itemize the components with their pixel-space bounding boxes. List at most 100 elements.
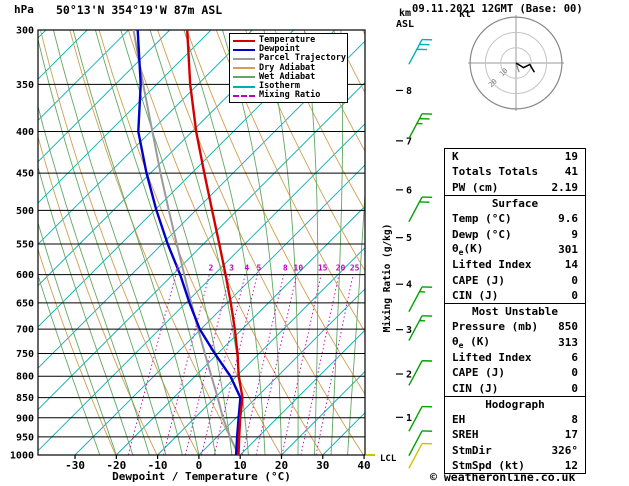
wind-barb [408,360,433,386]
station-title: 50°13'N 354°19'W 87m ASL [56,3,223,17]
stat-label: CAPE (J) [452,273,505,287]
legend-item: Mixing Ratio [233,91,344,100]
stat-row: EH 8 [445,412,585,427]
km-tick-label: 3 [406,325,412,336]
pressure-tick-label: 600 [16,270,34,281]
stat-row: θe (K) 313 [445,335,585,350]
stat-value: 9.6 [558,212,578,226]
mixing-ratio-value: 1 [175,264,180,273]
temp-tick-label: 30 [316,459,329,472]
km-tick-label: 4 [406,280,412,291]
stat-label: CIN (J) [452,381,499,395]
stat-row: Lifted Index 14 [445,257,585,272]
pressure-tick-label: 400 [16,127,34,138]
wind-barb [408,315,433,341]
wind-barb [408,405,433,432]
mixing-ratio-value: 8 [283,264,288,273]
stat-label: Totals Totals [452,165,539,179]
temp-tick-label: -10 [148,459,168,472]
km-tick-label: 6 [406,185,412,196]
stat-row: θe(K) 301 [445,242,585,257]
pressure-tick-label: 1000 [10,451,34,462]
mixing-ratio-value: 25 [350,264,360,273]
stat-row: Dewp (°C) 9 [445,226,585,241]
mixing-ratio-value: 15 [318,264,328,273]
temp-tick-label: 40 [357,459,370,472]
pressure-tick-label: 750 [16,349,34,360]
stat-row: Totals Totals 41 [445,164,585,179]
mixing-ratio-labels: 1 2 3 4 5 8 10 15 20 25 [175,264,360,273]
stat-row: K 19 [445,149,585,164]
datetime-title: 09.11.2021 12GMT (Base: 00) [412,3,583,15]
stat-label: Lifted Index [452,258,532,272]
km-tick-label: 5 [406,233,412,244]
stat-value: 2.19 [551,180,579,194]
stat-value: 19 [564,150,578,164]
legend-item: Dry Adiabat [233,63,344,73]
stat-row: CAPE (J) 0 [445,365,585,380]
stat-value: 14 [564,258,578,272]
legend-color-swatch [233,94,255,97]
stat-value: 9 [571,227,578,241]
legend: Temperature Dewpoint Parcel Trajectory Dry … [229,33,348,104]
legend-color-swatch [233,85,255,88]
parcel-trajectory-curve [132,30,240,455]
stat-row: CAPE (J) 0 [445,272,585,287]
pressure-tick-label: 950 [16,432,34,443]
stat-label: Pressure (mb) [452,320,539,334]
stat-value: 850 [558,320,578,334]
legend-item: Parcel Trajectory [233,53,346,64]
stat-label: StmDir [452,443,492,457]
legend-color-swatch [233,57,255,60]
x-axis-title: Dewpoint / Temperature (°C) [112,470,291,483]
stat-row: CIN (J) 0 [445,288,585,303]
pressure-tick-label: 500 [16,206,34,217]
stat-value: 8 [571,413,578,427]
stat-value: 0 [571,273,578,287]
mixing-ratio-value: 10 [294,264,304,273]
legend-label: Temperature [259,35,316,46]
stat-section-header: Hodograph [445,395,585,412]
wind-barbs [408,38,433,469]
temp-tick-label: 0 [196,459,203,472]
stat-row: StmDir 326° [445,443,585,458]
stat-label: EH [452,413,466,427]
stat-value: 0 [571,288,578,302]
legend-label: Wet Adiabat [259,71,316,82]
legend-color-swatch [233,48,255,51]
legend-item: Wet Adiabat [233,71,344,82]
wind-barb [408,38,433,65]
stat-label: θe (K) [452,334,490,350]
legend-color-swatch [233,67,255,70]
stat-section-header: Most Unstable [445,302,585,319]
stat-section-header: Surface [445,194,585,211]
stat-row: SREH 17 [445,427,585,442]
mixing-ratio-value: 2 [208,264,213,273]
stat-value: 12 [564,459,578,473]
temperature-curve [185,30,244,455]
pressure-tick-label: 650 [16,298,34,309]
wind-barb [408,196,433,223]
stat-label: PW (cm) [452,180,499,194]
stat-label: Lifted Index [452,351,532,364]
stat-label: StmSpd (kt) [452,459,525,473]
legend-label: Parcel Trajectory [259,53,346,64]
wind-barb [408,113,433,139]
temp-tick-label: -20 [106,459,126,472]
hodograph-unit-label: kt [459,9,471,20]
legend-item: Dewpoint [233,45,344,54]
mixing-axis-title: Mixing Ratio (g/kg) [382,224,393,333]
pressure-unit-label: hPa [14,3,34,16]
legend-color-swatch [233,76,255,79]
stat-value: 0 [571,381,578,395]
wind-barb [408,430,433,457]
stat-row: Lifted Index 6 [445,350,585,365]
temp-tick-label: 10 [234,459,247,472]
stat-row: StmSpd (kt) 12 [445,458,585,473]
pressure-tick-label: 450 [16,169,34,180]
km-tick-label: 1 [406,413,412,424]
lcl-label: LCL [380,454,397,464]
